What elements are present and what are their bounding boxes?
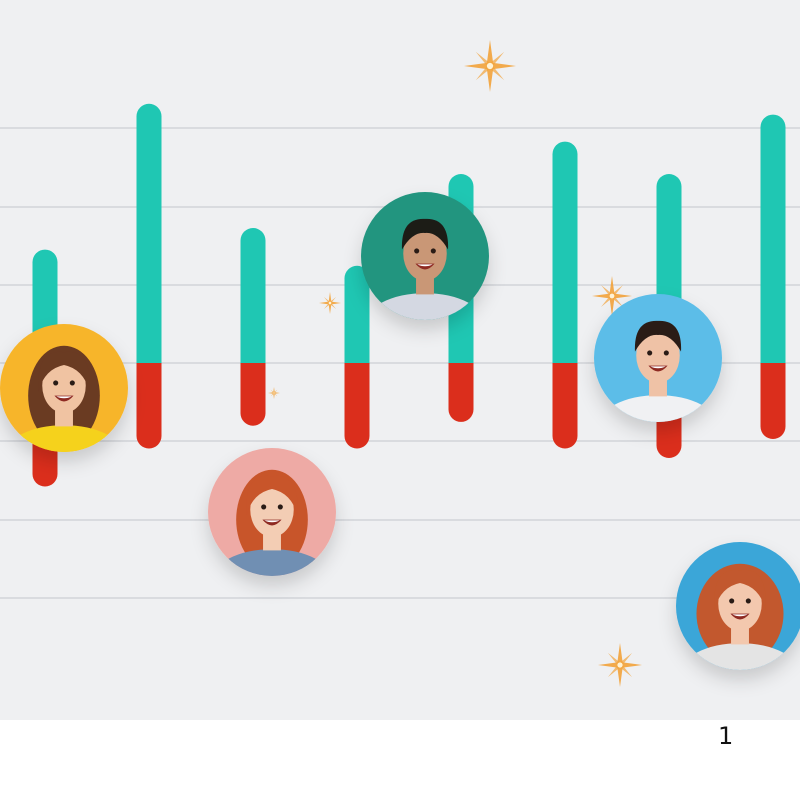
bar-lower-segment	[136, 363, 162, 449]
bar-lower-segment	[240, 363, 266, 426]
bar	[760, 114, 786, 439]
bar-lower-segment	[760, 363, 786, 439]
sparkle-icon	[464, 40, 516, 92]
bar-lower-cap	[448, 363, 474, 376]
avatar-woman-curly-red-hair	[676, 542, 800, 670]
bar-upper-segment	[344, 265, 370, 376]
bar-lower-cap	[552, 363, 578, 376]
bar-upper-segment	[240, 228, 266, 376]
sparkles	[268, 40, 642, 687]
bar-upper-segment	[136, 103, 162, 376]
bar	[136, 103, 162, 449]
bar-lower-cap	[760, 363, 786, 376]
sparkle-icon	[319, 292, 341, 314]
bar-illustration	[0, 40, 800, 687]
bar	[240, 228, 266, 426]
bar-lower-segment	[552, 363, 578, 449]
bar-lower-cap	[240, 363, 266, 376]
sparkle-icon	[268, 387, 280, 399]
bar	[344, 265, 370, 449]
sparkle-icon	[598, 643, 642, 687]
bar-lower-segment	[344, 363, 370, 449]
avatar-man-blue-background	[594, 294, 722, 422]
sparkle-icon	[592, 276, 632, 316]
bar-upper-segment	[760, 114, 786, 376]
bar-lower-cap	[344, 363, 370, 376]
bar-lower-cap	[136, 363, 162, 376]
page-number: 1	[718, 722, 734, 750]
avatar-man-checked-shirt	[361, 192, 489, 320]
avatar-woman-yellow-scarf	[0, 324, 128, 452]
illustration	[0, 0, 800, 720]
bar	[552, 141, 578, 449]
bar-lower-segment	[448, 363, 474, 422]
avatar-woman-red-hair-denim	[208, 448, 336, 576]
avatars	[0, 192, 800, 670]
bar-upper-segment	[552, 141, 578, 376]
